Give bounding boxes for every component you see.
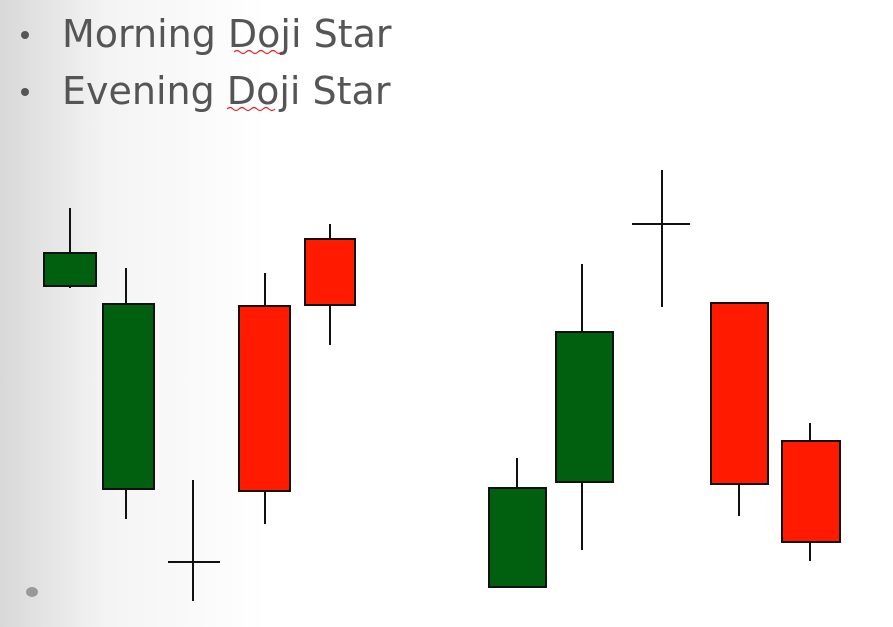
candle-body — [304, 238, 356, 306]
bullet-text: Evening Doji Star — [62, 69, 391, 113]
candlestick-group — [43, 208, 356, 601]
bullet-dot — [21, 88, 29, 96]
spellcheck-underline — [233, 49, 283, 55]
candle-body — [555, 331, 614, 483]
candlestick-group — [488, 170, 841, 588]
candle-body — [710, 302, 769, 485]
candle-body — [43, 252, 97, 287]
slide-marker — [26, 587, 38, 597]
candle-body — [102, 303, 155, 490]
spellcheck-underline — [226, 106, 276, 112]
candle-body — [488, 487, 547, 588]
bullet-dot — [21, 31, 29, 39]
bullet-text: Morning Doji Star — [62, 12, 392, 56]
candle-body — [238, 305, 291, 492]
candle-body — [781, 440, 841, 543]
